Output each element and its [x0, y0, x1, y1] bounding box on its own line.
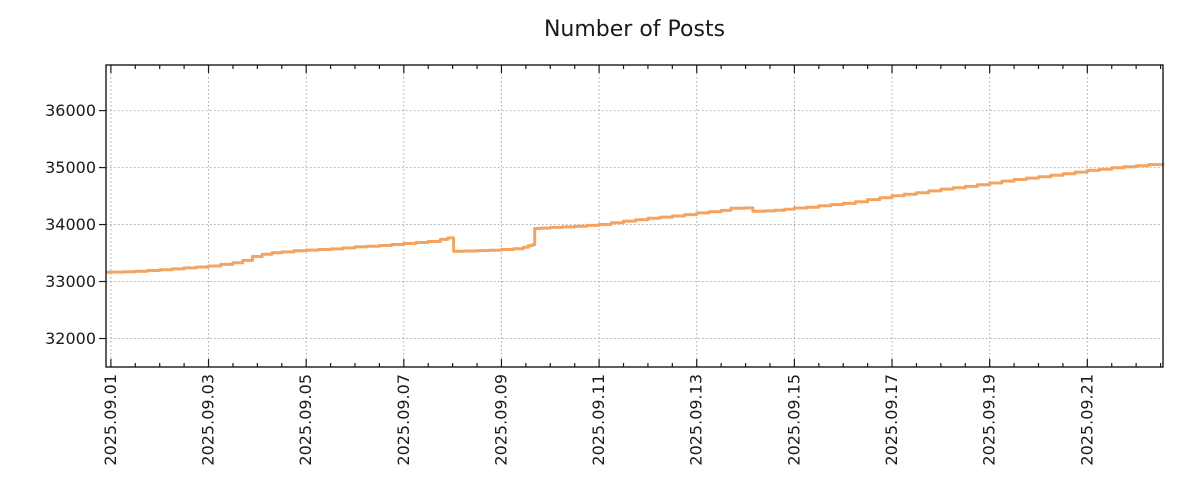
x-tick-label: 2025.09.03 [199, 374, 218, 466]
x-tick-label: 2025.09.17 [882, 374, 901, 466]
x-tick-label: 2025.09.15 [784, 374, 803, 466]
y-tick-label: 35000 [45, 158, 96, 177]
y-tick-label: 32000 [45, 329, 96, 348]
x-tick-label: 2025.09.01 [101, 374, 120, 466]
x-tick-label: 2025.09.11 [589, 374, 608, 466]
y-tick-label: 36000 [45, 101, 96, 120]
plot-frame [105, 64, 1164, 368]
x-tick-labels: 2025.09.01 2025.09.03 2025.09.05 2025.09.07… [101, 374, 1096, 466]
x-tick-label: 2025.09.09 [491, 374, 510, 466]
posts-series-line [106, 163, 1165, 274]
x-tick-label: 2025.09.19 [980, 374, 999, 466]
x-tick-label: 2025.09.07 [394, 374, 413, 466]
x-tick-label: 2025.09.21 [1077, 374, 1096, 466]
y-tick-labels: 32000 33000 34000 35000 36000 [45, 101, 96, 348]
x-tick-label: 2025.09.05 [296, 374, 315, 466]
chart-title: Number of Posts [543, 17, 726, 42]
grid-lines [106, 65, 1163, 367]
y-tick-label: 33000 [45, 272, 96, 291]
x-tick-label: 2025.09.13 [687, 374, 706, 466]
y-tick-label: 34000 [45, 215, 96, 234]
